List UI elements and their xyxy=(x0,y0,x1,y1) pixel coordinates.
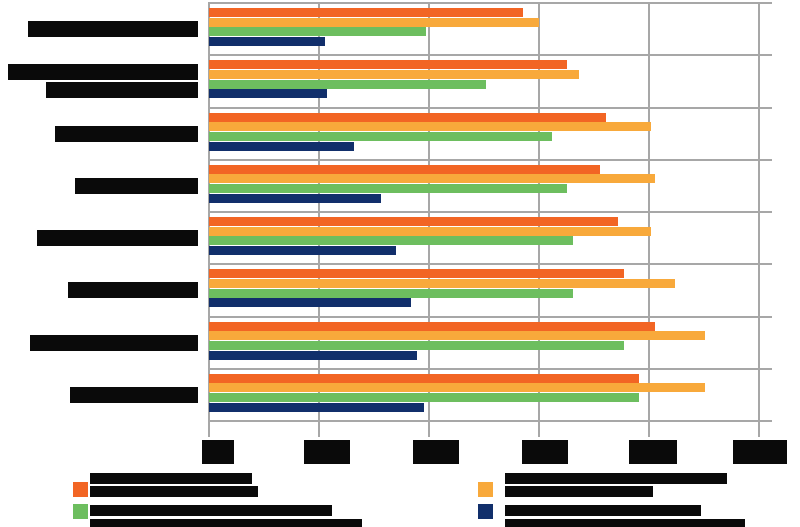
bar-series-1-orange-category-8 xyxy=(209,373,639,383)
legend-label-block-series-2-amber-line-1 xyxy=(505,473,727,484)
legend-swatch-series-2-amber xyxy=(478,482,493,497)
group-separator xyxy=(208,420,772,422)
gridline-tick-5 xyxy=(758,3,760,437)
bar-series-2-amber-category-4 xyxy=(209,174,655,184)
group-separator xyxy=(208,263,772,266)
x-tick-label-block-4 xyxy=(629,440,677,464)
bar-series-3-green-category-2 xyxy=(209,79,486,89)
bar-series-2-amber-category-5 xyxy=(209,226,651,236)
legend-swatch-series-4-navy xyxy=(478,504,493,519)
category-label-block-6-line-1 xyxy=(68,282,198,298)
legend-swatch-series-1-orange xyxy=(73,482,88,497)
legend-label-block-series-3-green-line-1 xyxy=(90,505,332,516)
category-label-block-7-line-1 xyxy=(30,335,198,351)
bar-series-4-navy-category-1 xyxy=(209,37,325,47)
group-separator xyxy=(208,211,772,213)
legend-label-block-series-3-green-line-2 xyxy=(90,519,362,527)
group-separator xyxy=(208,54,772,57)
group-separator xyxy=(208,106,772,109)
group-separator xyxy=(208,2,772,4)
legend-label-block-series-1-orange-line-1 xyxy=(90,473,252,484)
bar-series-4-navy-category-8 xyxy=(209,402,424,412)
bar-series-2-amber-category-7 xyxy=(209,331,705,341)
bar-series-3-green-category-5 xyxy=(209,236,573,246)
bar-series-4-navy-category-3 xyxy=(209,141,354,151)
bar-series-1-orange-category-7 xyxy=(209,321,655,331)
bar-series-1-orange-category-2 xyxy=(209,60,567,70)
legend-label-block-series-1-orange-line-2 xyxy=(90,486,258,497)
group-separator xyxy=(208,315,772,318)
x-tick-label-block-2 xyxy=(413,440,459,464)
group-separator xyxy=(208,158,772,161)
bar-series-3-green-category-1 xyxy=(209,27,426,37)
bar-series-4-navy-category-4 xyxy=(209,193,381,203)
bar-series-1-orange-category-6 xyxy=(209,269,624,279)
bar-series-3-green-category-4 xyxy=(209,184,567,194)
bar-series-1-orange-category-4 xyxy=(209,164,600,174)
bar-series-3-green-category-8 xyxy=(209,393,639,403)
bar-series-2-amber-category-2 xyxy=(209,69,579,79)
x-tick-label-block-1 xyxy=(304,440,350,464)
bar-series-4-navy-category-7 xyxy=(209,350,417,360)
category-label-block-1-line-1 xyxy=(28,21,198,37)
bar-series-4-navy-category-6 xyxy=(209,298,411,308)
legend-label-block-series-4-navy-line-2 xyxy=(505,519,745,527)
bar-series-3-green-category-7 xyxy=(209,340,624,350)
group-separator xyxy=(208,367,772,370)
legend-label-block-series-4-navy-line-1 xyxy=(505,505,701,516)
gridline-tick-4 xyxy=(648,3,650,437)
category-label-block-3-line-1 xyxy=(55,126,198,142)
category-label-block-5-line-1 xyxy=(37,230,198,246)
bar-series-3-green-category-3 xyxy=(209,131,552,141)
bar-series-2-amber-category-1 xyxy=(209,17,539,27)
bar-series-4-navy-category-2 xyxy=(209,89,327,99)
bar-series-3-green-category-6 xyxy=(209,288,573,298)
x-tick-label-block-0 xyxy=(202,440,234,464)
bar-series-2-amber-category-8 xyxy=(209,383,705,393)
category-label-block-8-line-1 xyxy=(70,387,198,403)
category-label-block-4-line-1 xyxy=(75,178,198,194)
bar-series-1-orange-category-5 xyxy=(209,217,618,226)
bar-series-1-orange-category-1 xyxy=(209,8,523,17)
bar-series-4-navy-category-5 xyxy=(209,246,396,256)
legend-swatch-series-3-green xyxy=(73,504,88,519)
legend-label-block-series-2-amber-line-2 xyxy=(505,486,653,497)
x-tick-label-block-3 xyxy=(522,440,568,464)
bar-series-2-amber-category-3 xyxy=(209,122,651,132)
bar-series-2-amber-category-6 xyxy=(209,278,675,288)
bar-series-1-orange-category-3 xyxy=(209,112,606,122)
category-label-block-2-line-2 xyxy=(46,82,198,98)
category-label-block-2-line-1 xyxy=(8,64,198,80)
x-tick-label-block-5 xyxy=(733,440,787,464)
